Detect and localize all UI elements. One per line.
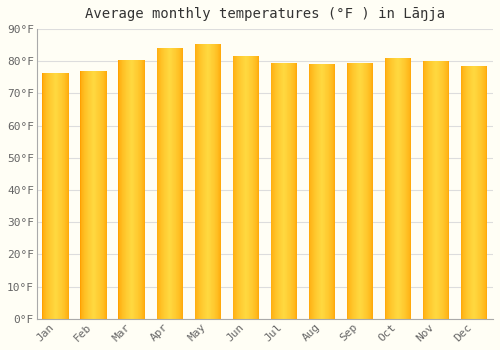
Title: Average monthly temperatures (°F ) in Lāŋja: Average monthly temperatures (°F ) in Lā… [85,7,445,21]
